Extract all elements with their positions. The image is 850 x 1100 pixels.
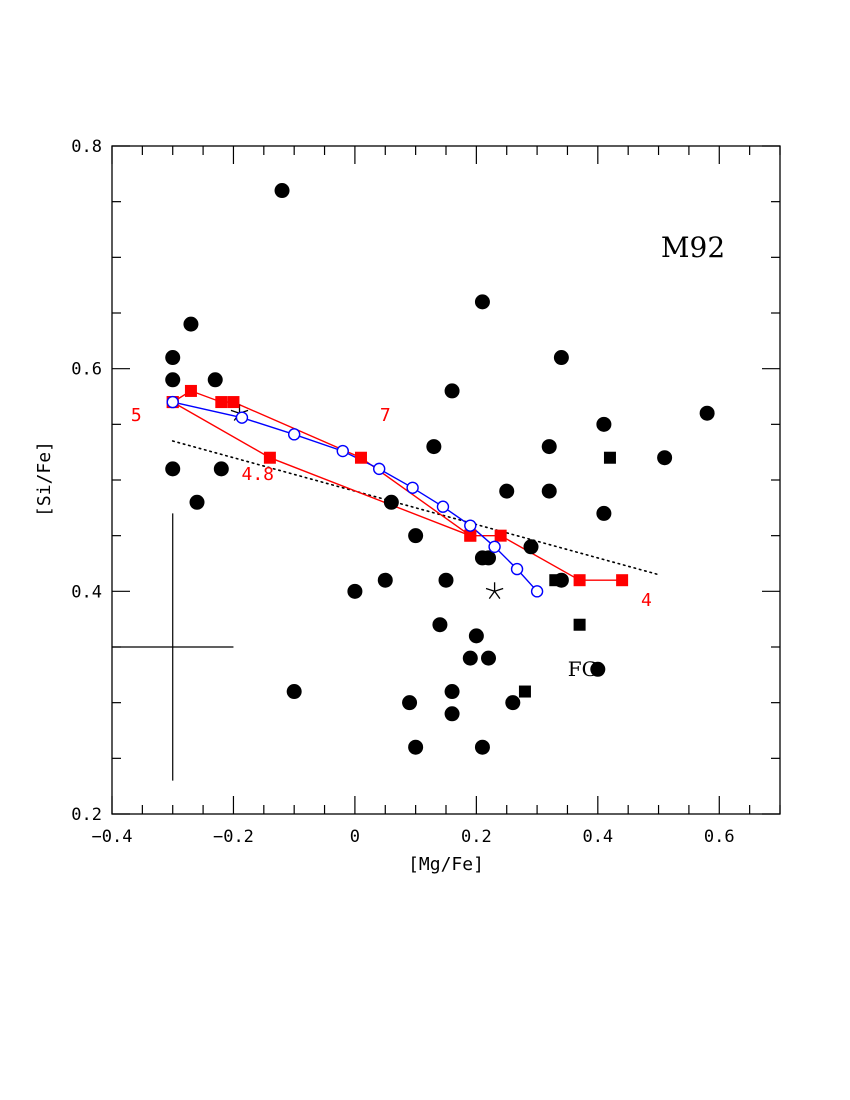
- dotted-trend-line: [171, 440, 660, 576]
- asterisk-arm: [488, 590, 496, 599]
- y-tick-label: 0.6: [71, 360, 102, 380]
- filled-circle-point: [183, 316, 199, 332]
- blue-open-circle-point: [436, 500, 450, 513]
- red-square-point: [573, 574, 586, 587]
- filled-circle-point: [383, 494, 399, 510]
- blue-open-circle-point: [488, 540, 501, 553]
- error-bar: [112, 513, 234, 781]
- x-tick-label: −0.2: [213, 827, 254, 847]
- filled-circle-point: [553, 350, 569, 366]
- blue-open-circle-point: [235, 411, 249, 424]
- filled-circle-point: [699, 405, 715, 421]
- filled-circle-point: [408, 739, 424, 755]
- asterisk-point: [485, 582, 504, 599]
- filled-circle-point: [444, 383, 460, 399]
- filled-circle-point: [213, 461, 229, 477]
- filled-square-point: [573, 618, 586, 631]
- blue-open-circle-point: [406, 481, 419, 494]
- annotations: 5 7 4.8 4 FG: [131, 405, 652, 681]
- filled-circle-point: [657, 450, 673, 466]
- filled-circle-point: [444, 684, 460, 700]
- x-tick-label: 0.2: [461, 827, 492, 847]
- filled-circle-point: [596, 416, 612, 432]
- filled-circle-point: [432, 617, 448, 633]
- blue-open-circle-point: [166, 395, 179, 409]
- filled-circle-point: [165, 350, 181, 366]
- axis-ticks: [111, 145, 781, 815]
- blue-open-circle-point: [287, 428, 301, 441]
- y-tick-label: 0.8: [71, 137, 102, 157]
- filled-circle-point: [207, 372, 223, 388]
- data-points: [165, 183, 715, 755]
- filled-circle-point: [499, 483, 515, 499]
- red-square-point: [263, 451, 276, 464]
- annotation-label: 7: [380, 405, 391, 426]
- blue-open-circle-point: [464, 519, 477, 532]
- filled-circle-point: [408, 528, 424, 544]
- y-axis-title: [Si/Fe]: [34, 441, 55, 517]
- filled-circle-point: [468, 628, 484, 644]
- filled-circle-point: [590, 661, 606, 677]
- red-square-point: [354, 451, 367, 464]
- filled-circle-point: [347, 583, 363, 599]
- x-tick-label: −0.4: [92, 827, 133, 847]
- y-tick-label: 0.4: [71, 582, 102, 602]
- filled-square-point: [603, 451, 616, 464]
- filled-circle-point: [474, 739, 490, 755]
- filled-circle-point: [505, 695, 521, 711]
- x-tick-label: 0.6: [704, 827, 735, 847]
- filled-circle-point: [165, 372, 181, 388]
- filled-circle-point: [189, 494, 205, 510]
- filled-circle-point: [481, 550, 497, 566]
- chart-title: M92: [661, 231, 725, 264]
- annotation-label: 4: [641, 590, 652, 611]
- filled-square-point: [518, 685, 531, 698]
- red-square-point: [227, 396, 240, 409]
- asterisk-arm: [230, 409, 240, 414]
- blue-open-circle-point: [336, 444, 349, 458]
- annotation-label: FG: [568, 657, 598, 681]
- asterisk-arm: [494, 587, 504, 592]
- x-tick-label: 0: [350, 827, 360, 847]
- red-square-point: [464, 529, 477, 542]
- filled-circle-point: [462, 650, 478, 666]
- filled-circle-point: [274, 183, 290, 199]
- filled-circle-point: [438, 572, 454, 588]
- annotation-label: 4.8: [241, 464, 274, 485]
- filled-circle-point: [481, 650, 497, 666]
- axis-tick-labels: −0.4 −0.2 0 0.2 0.4 0.6 0.2 0.4 0.6 0.8: [71, 137, 734, 847]
- filled-circle-point: [474, 294, 490, 310]
- x-axis-title: [Mg/Fe]: [408, 854, 484, 875]
- filled-circle-point: [286, 684, 302, 700]
- filled-square-point: [549, 574, 562, 587]
- x-tick-label: 0.4: [582, 827, 613, 847]
- filled-circle-point: [541, 483, 557, 499]
- filled-circle-point: [596, 505, 612, 521]
- filled-circle-point: [444, 706, 460, 722]
- asterisk-arm: [485, 587, 495, 592]
- red-square-point: [616, 574, 629, 587]
- filled-circle-point: [426, 439, 442, 455]
- asterisk-arm: [494, 590, 501, 599]
- red-square-point: [215, 396, 228, 409]
- blue-open-circle-point: [530, 585, 544, 598]
- red-square-point: [494, 529, 507, 542]
- filled-circle-point: [377, 572, 393, 588]
- filled-circle-point: [523, 539, 539, 555]
- red-square-point: [184, 384, 197, 397]
- filled-circle-point: [402, 695, 418, 711]
- y-tick-label: 0.2: [71, 805, 102, 825]
- filled-circle-point: [165, 461, 181, 477]
- blue-open-circle-point: [373, 462, 386, 476]
- filled-circle-point: [541, 439, 557, 455]
- annotation-label: 5: [131, 405, 142, 426]
- blue-open-circle-point: [510, 562, 524, 576]
